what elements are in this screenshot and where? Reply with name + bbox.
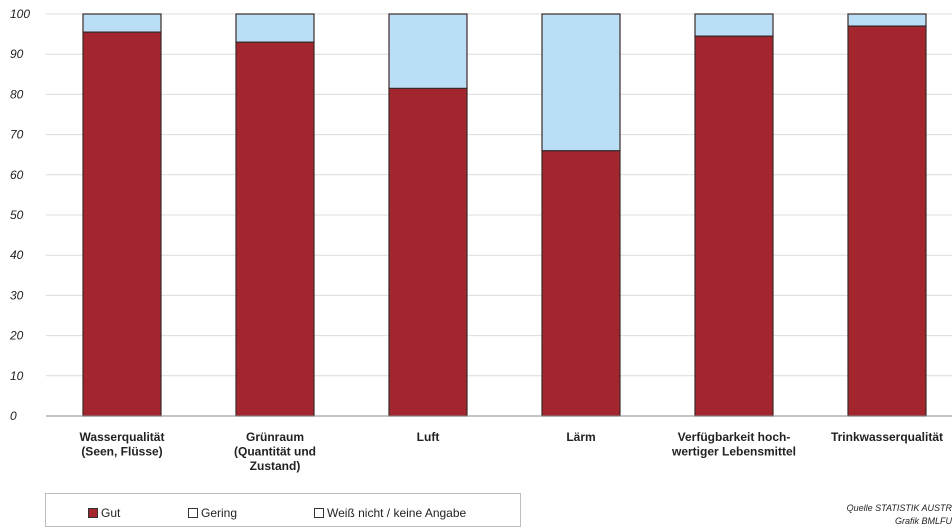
bar-segment-gering bbox=[82, 13, 162, 33]
legend-label-gut: Gut bbox=[101, 506, 121, 520]
bar-segment-gut bbox=[388, 87, 468, 417]
category-label: Grünraum bbox=[246, 430, 304, 444]
y-tick-label: 60 bbox=[10, 168, 24, 182]
y-tick-label: 0 bbox=[10, 409, 17, 423]
category-label: Lärm bbox=[566, 430, 595, 444]
y-tick-labels: 0 10 20 30 40 50 60 70 80 90 100 bbox=[9, 7, 30, 423]
category-label: (Seen, Flüsse) bbox=[81, 445, 162, 459]
source-line-1: Quelle STATISTIK AUSTR bbox=[846, 503, 952, 513]
legend-item-weiss-nicht: Weiß nicht / keine Angabe bbox=[314, 506, 466, 520]
y-tick-label: 50 bbox=[10, 208, 24, 222]
bar-segment-gering bbox=[694, 13, 774, 37]
legend-swatch-gut bbox=[88, 508, 98, 518]
y-tick-label: 100 bbox=[10, 7, 30, 21]
category-label: Zustand) bbox=[250, 459, 301, 473]
y-tick-label: 10 bbox=[10, 369, 24, 383]
legend: Gut Gering Weiß nicht / keine Angabe bbox=[45, 493, 521, 527]
bars bbox=[82, 13, 927, 417]
bar-segment-gut bbox=[541, 150, 621, 417]
legend-item-gering: Gering bbox=[188, 506, 237, 520]
legend-swatch-gering bbox=[188, 508, 198, 518]
bar-segment-gut bbox=[82, 31, 162, 417]
bar-segment-gering bbox=[235, 13, 315, 43]
y-tick-label: 30 bbox=[10, 288, 24, 302]
y-tick-label: 90 bbox=[10, 47, 24, 61]
gridlines bbox=[46, 13, 952, 377]
category-label: wertiger Lebensmittel bbox=[671, 445, 796, 459]
legend-item-gut: Gut bbox=[88, 506, 120, 520]
category-label: Luft bbox=[417, 430, 440, 444]
y-tick-label: 80 bbox=[10, 87, 24, 101]
y-tick-label: 40 bbox=[10, 248, 24, 262]
legend-swatch-weiss-nicht bbox=[314, 508, 324, 518]
category-label: (Quantität und bbox=[234, 445, 316, 459]
bar-segment-gering bbox=[388, 13, 468, 89]
source-line-2: Grafik BMLFU bbox=[894, 516, 952, 526]
category-label: Trinkwasserqualität bbox=[831, 430, 943, 444]
y-tick-label: 20 bbox=[9, 329, 24, 343]
legend-label-weiss-nicht: Weiß nicht / keine Angabe bbox=[327, 506, 467, 520]
bar-segment-gering bbox=[541, 13, 621, 152]
bar-segment-gut bbox=[847, 25, 927, 417]
bar-segment-gut bbox=[694, 35, 774, 417]
bar-segment-gering bbox=[847, 13, 927, 27]
bar-segment-gut bbox=[235, 41, 315, 417]
legend-label-gering: Gering bbox=[201, 506, 238, 520]
y-tick-label: 70 bbox=[10, 128, 24, 142]
category-label: Verfügbarkeit hoch- bbox=[678, 430, 791, 444]
category-labels: Wasserqualität(Seen, Flüsse) Grünraum(Qua… bbox=[80, 430, 943, 473]
category-label: Wasserqualität bbox=[80, 430, 165, 444]
